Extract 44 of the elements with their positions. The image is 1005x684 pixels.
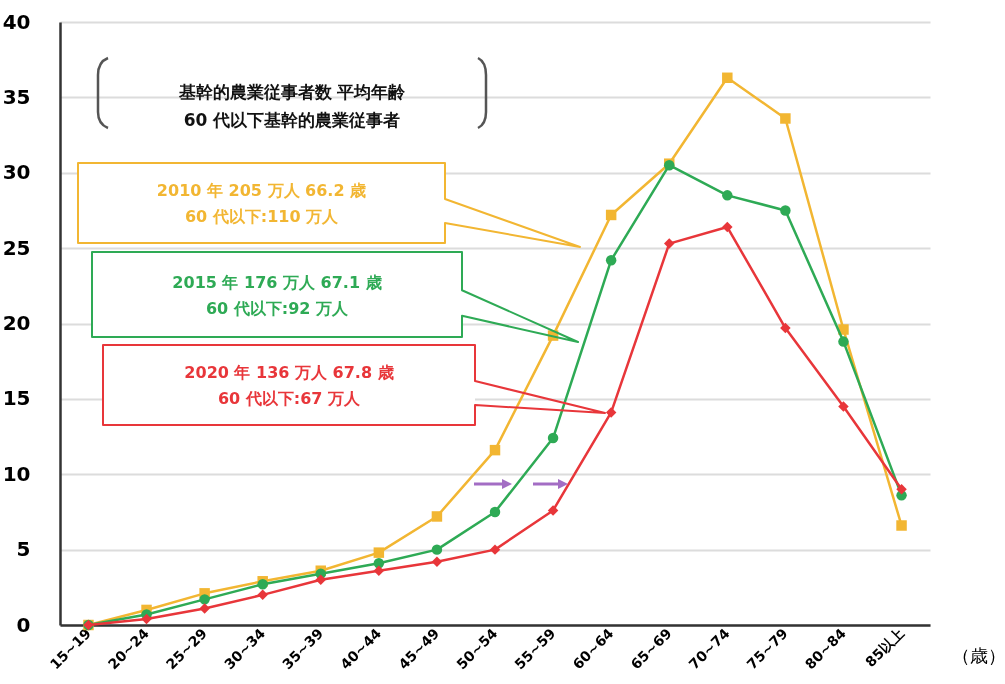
y-tick-label: 15 xyxy=(2,386,31,411)
point xyxy=(547,432,559,444)
y-tick-label: 35 xyxy=(2,84,31,109)
point xyxy=(373,565,385,576)
text: 2020 年 136 万人 67.8 歳 60 代以下:67 万人 xyxy=(184,363,394,408)
point xyxy=(780,205,791,216)
x-axis-title: （歳） xyxy=(951,644,1005,666)
point xyxy=(722,221,733,233)
text: 2015 年 176 万人 67.1 歳 60 代以下:92 万人 xyxy=(172,272,382,318)
point xyxy=(315,574,327,586)
point xyxy=(431,556,443,567)
point xyxy=(896,484,907,495)
point xyxy=(489,544,501,555)
point xyxy=(605,407,617,418)
x-tick-label: 85以上 xyxy=(862,625,907,671)
point xyxy=(199,594,210,605)
point xyxy=(838,401,849,412)
point xyxy=(141,613,152,625)
point xyxy=(547,505,559,516)
y-tick-label: 20 xyxy=(2,311,31,335)
point xyxy=(489,444,501,456)
text: 2010 年 205 万人 66.2 歳 60 代以下:110 万人 xyxy=(156,181,367,226)
point xyxy=(896,520,907,531)
y-tick-label: 0 xyxy=(16,612,31,637)
legend-title: 基幹的農業従事者数 平均年齢 60 代以下基幹的農業従事者 xyxy=(177,82,407,130)
point xyxy=(780,322,791,334)
point xyxy=(257,589,268,601)
y-tick-label: 5 xyxy=(16,537,31,562)
point xyxy=(722,190,733,201)
point xyxy=(663,238,675,249)
y-tick-label: 30 xyxy=(2,160,31,185)
point xyxy=(605,254,617,266)
point xyxy=(722,72,733,84)
y-tick-label: 25 xyxy=(2,235,31,260)
point xyxy=(489,506,501,518)
point xyxy=(780,113,791,124)
point xyxy=(838,336,849,347)
point xyxy=(431,544,443,555)
point xyxy=(199,603,210,614)
point xyxy=(431,511,443,522)
y-tick-label: 40 xyxy=(2,9,31,34)
point xyxy=(373,547,385,558)
y-tick-label: 10 xyxy=(2,461,31,486)
point xyxy=(605,209,617,221)
